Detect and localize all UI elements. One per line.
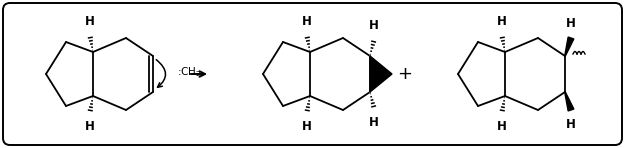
Polygon shape <box>565 37 574 56</box>
Text: H: H <box>302 15 312 28</box>
Text: H: H <box>85 120 95 133</box>
Text: H: H <box>369 19 379 32</box>
Polygon shape <box>565 92 574 111</box>
Text: :CH$_2$: :CH$_2$ <box>177 65 201 79</box>
Text: H: H <box>302 120 312 133</box>
Text: H: H <box>566 17 576 30</box>
Polygon shape <box>370 56 392 92</box>
Text: H: H <box>85 15 95 28</box>
Text: H: H <box>566 118 576 131</box>
Text: +: + <box>398 65 412 83</box>
Text: H: H <box>369 116 379 129</box>
Text: H: H <box>497 15 507 28</box>
Text: H: H <box>497 120 507 133</box>
